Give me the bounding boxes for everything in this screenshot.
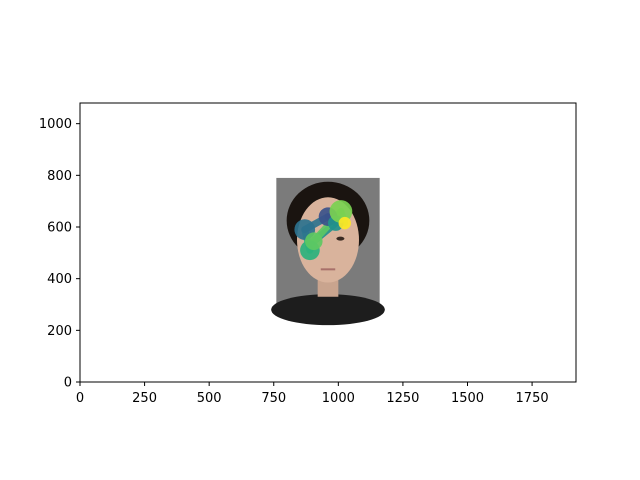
scanpath-points: [294, 200, 353, 261]
photo-mouth: [320, 268, 336, 271]
fixation-point: [338, 216, 351, 230]
y-tick-label: 200: [47, 324, 72, 339]
x-tick-label: 750: [261, 391, 286, 406]
x-tick-label: 1500: [451, 391, 484, 406]
photo-eye-right: [336, 236, 345, 241]
y-tick-label: 1000: [39, 117, 72, 132]
fixation-point: [305, 232, 323, 250]
x-axis: 0 250 500 750 1000 1250 1500 1750: [76, 382, 549, 406]
y-tick-label: 800: [47, 169, 72, 184]
x-tick-label: 250: [132, 391, 157, 406]
face-photo: [271, 177, 385, 326]
photo-shoulders: [271, 294, 385, 326]
x-tick-label: 0: [76, 391, 84, 406]
x-tick-label: 1000: [322, 391, 355, 406]
x-tick-label: 1250: [386, 391, 419, 406]
y-tick-label: 400: [47, 272, 72, 287]
axes-frame: [79, 102, 577, 383]
plot-area: [271, 177, 385, 326]
fixation-point: [329, 200, 353, 223]
x-tick-label: 1750: [516, 391, 549, 406]
y-axis: 0 200 400 600 800 1000: [39, 117, 80, 391]
y-tick-label: 0: [64, 376, 72, 391]
x-tick-label: 500: [197, 391, 222, 406]
y-tick-label: 600: [47, 221, 72, 236]
